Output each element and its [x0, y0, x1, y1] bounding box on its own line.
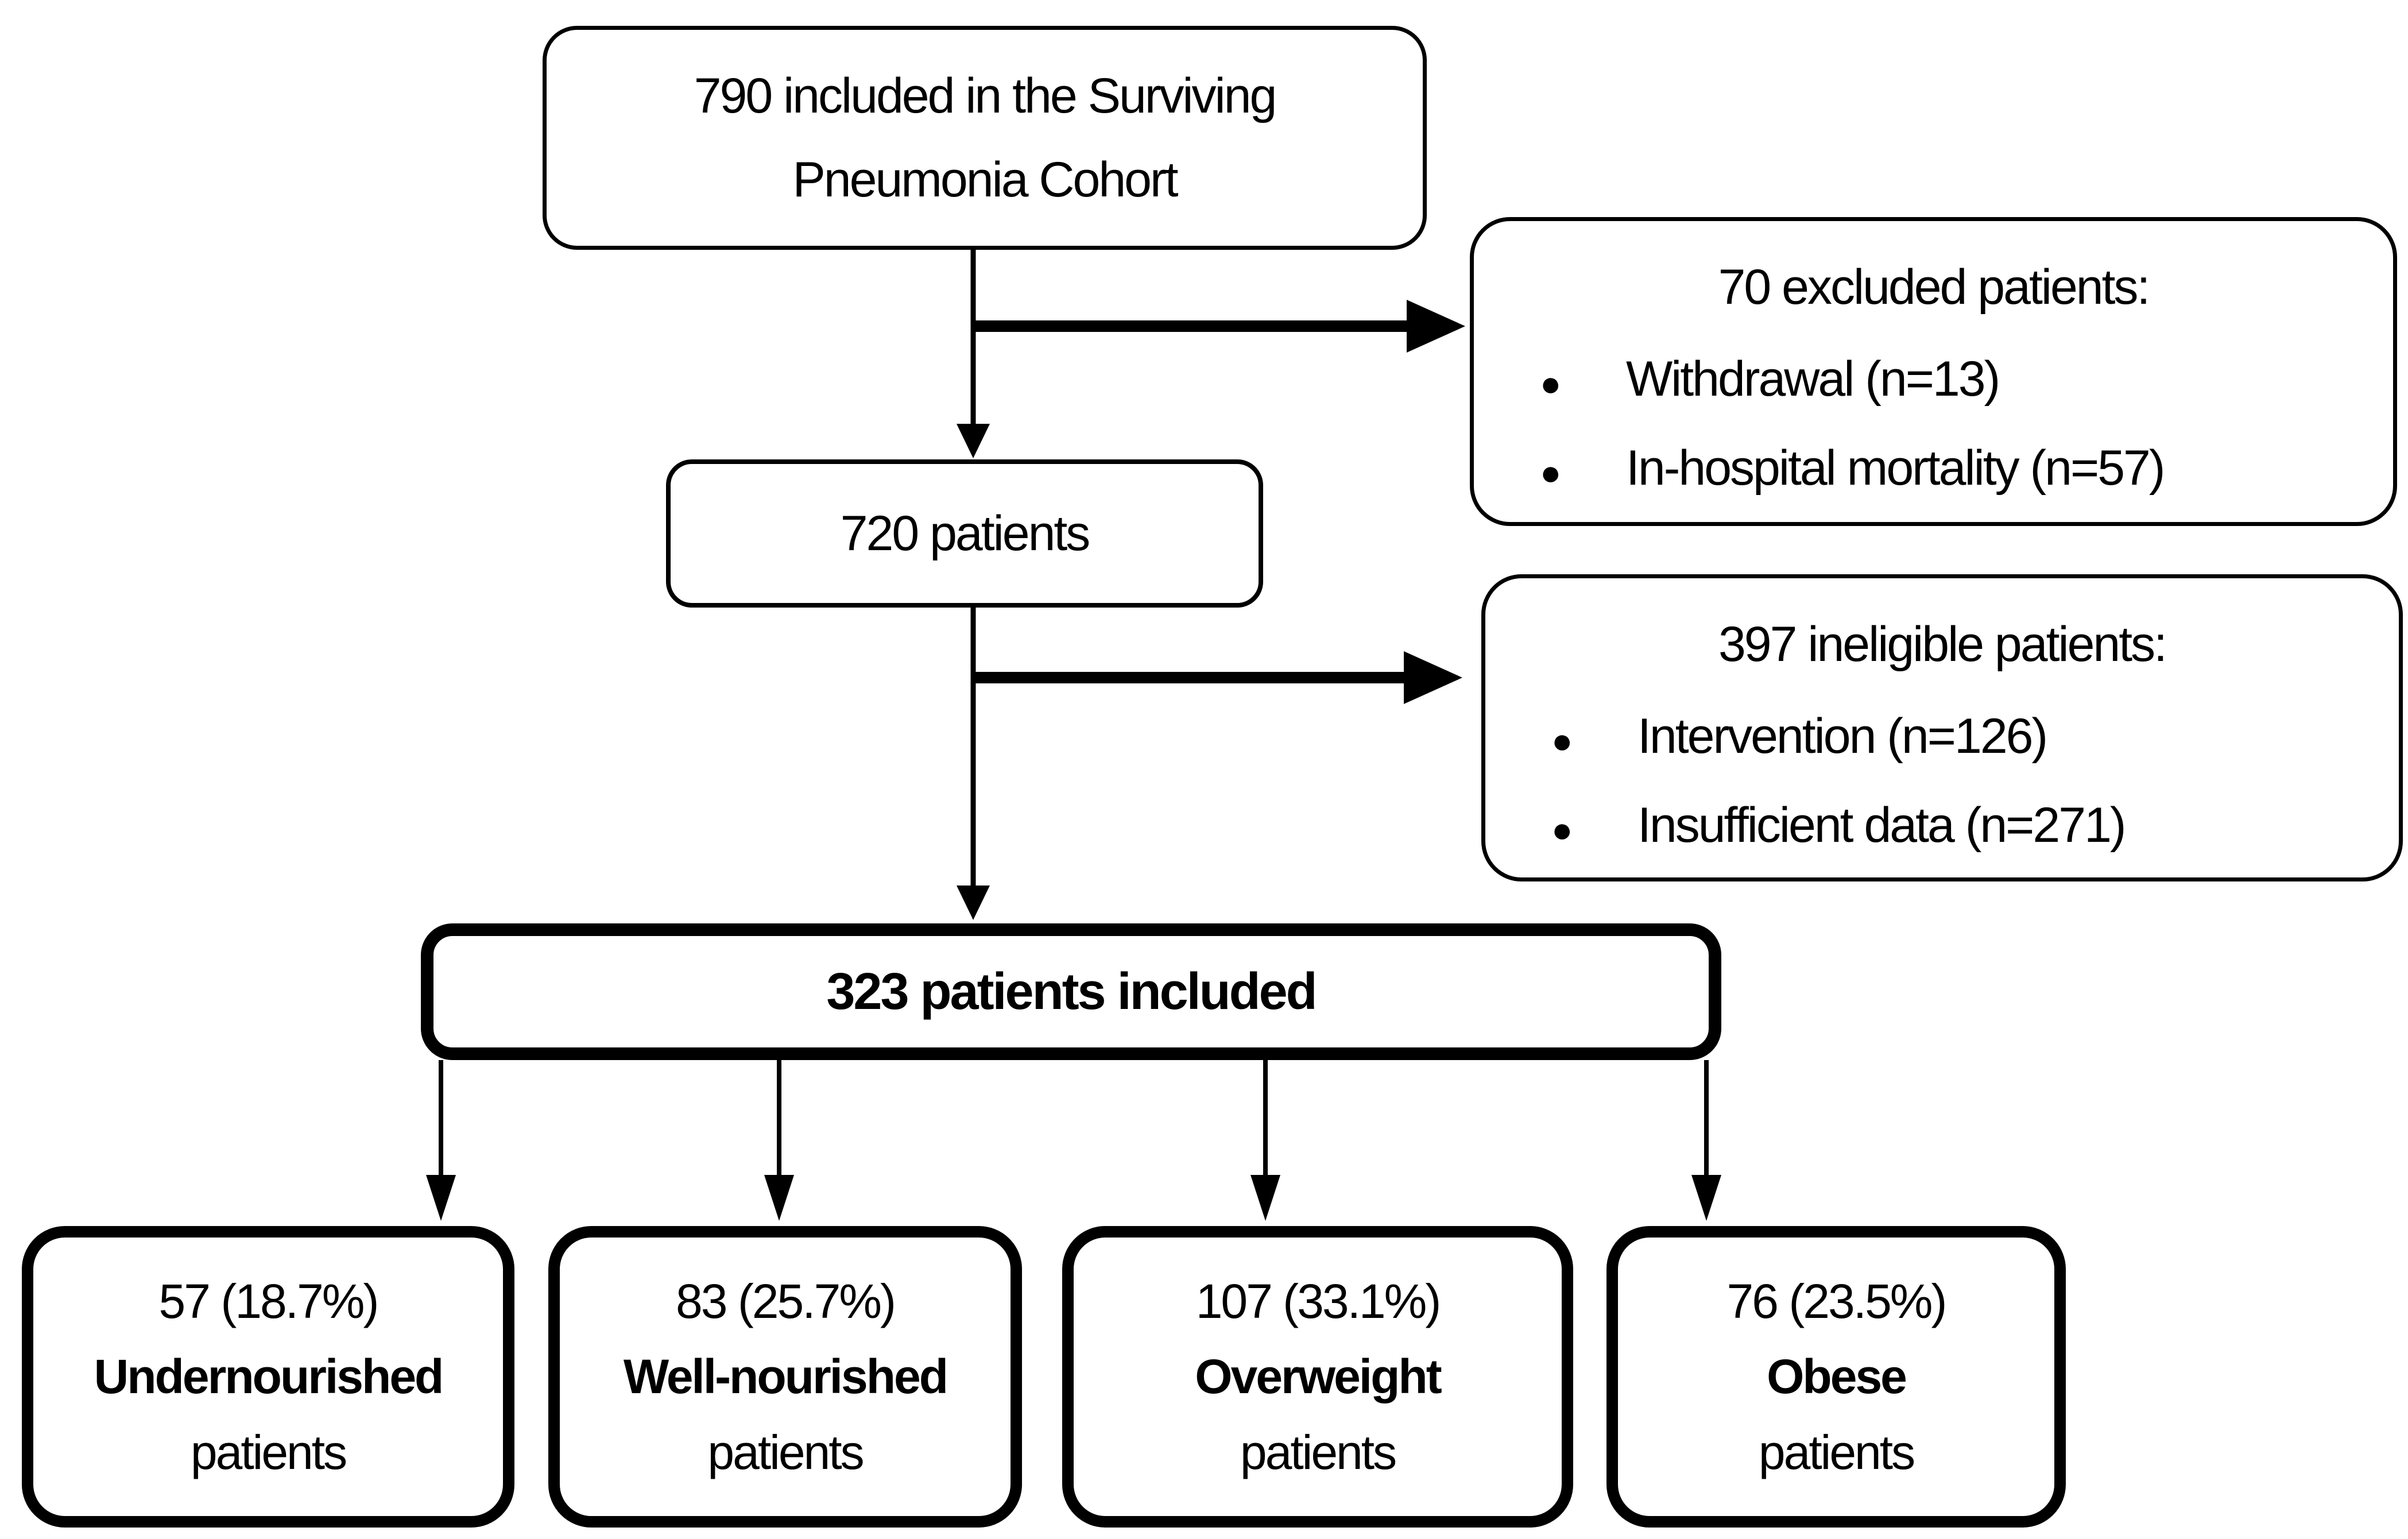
bullet-icon: ● — [1551, 721, 1573, 761]
list-item: ● Withdrawal (n=13) — [1497, 349, 2370, 411]
list-item: ● In-hospital mortality (n=57) — [1497, 438, 2370, 500]
box-outcome-undernourished: 57 (18.7%) Undernourished patients — [22, 1226, 514, 1528]
bullet-icon: ● — [1540, 453, 1561, 493]
box-cohort-790: 790 included in the Surviving Pneumonia … — [543, 26, 1427, 250]
outcome-suffix: patients — [707, 1425, 864, 1479]
arrow-to-excluded-head — [1407, 300, 1465, 353]
outcome-count: 76 (23.5%) — [1726, 1274, 1948, 1328]
arrow-to-undernourished-head — [426, 1175, 456, 1221]
arrow-to-ineligible-head — [1404, 651, 1462, 704]
cohort-line-1: 790 included in the Surviving — [694, 68, 1277, 123]
cohort-line-2: Pneumonia Cohort — [792, 152, 1178, 207]
excluded-title: 70 excluded patients: — [1718, 260, 2151, 315]
box-eligible-720: 720 patients — [666, 459, 1263, 608]
outcome-group: Well-nourished — [623, 1349, 949, 1404]
outcome-suffix: patients — [1240, 1425, 1397, 1479]
outcome-suffix: patients — [190, 1425, 347, 1479]
outcome-count: 83 (25.7%) — [676, 1274, 896, 1328]
box-excluded-70: 70 excluded patients: ● Withdrawal (n=13… — [1470, 217, 2397, 526]
outcome-count: 107 (33.1%) — [1195, 1274, 1442, 1328]
arrow-to-well-nourished-head — [764, 1175, 794, 1221]
box-outcome-well-nourished: 83 (25.7%) Well-nourished patients — [548, 1226, 1022, 1528]
list-item: ● Intervention (n=126) — [1508, 706, 2376, 768]
arrow-to-obese-head — [1691, 1175, 1721, 1221]
ineligible-item-intervention: Intervention (n=126) — [1637, 708, 2048, 764]
arrow-to-overweight-head — [1251, 1175, 1280, 1221]
outcome-count: 57 (18.7%) — [158, 1274, 380, 1328]
excluded-item-mortality: In-hospital mortality (n=57) — [1626, 440, 2165, 496]
bullet-icon: ● — [1551, 810, 1573, 850]
bullet-icon: ● — [1540, 364, 1561, 404]
ineligible-title: 397 ineligible patients: — [1718, 617, 2167, 672]
box-included-323: 323 patients included — [421, 923, 1721, 1060]
outcome-group: Obese — [1767, 1349, 1907, 1404]
included-label: 323 patients included — [826, 962, 1317, 1020]
excluded-list: ● Withdrawal (n=13) ● In-hospital mortal… — [1497, 349, 2370, 500]
box-outcome-overweight: 107 (33.1%) Overweight patients — [1062, 1226, 1573, 1528]
box-outcome-obese: 76 (23.5%) Obese patients — [1606, 1226, 2066, 1528]
excluded-item-withdrawal: Withdrawal (n=13) — [1626, 351, 2000, 407]
ineligible-item-insufficient-data: Insufficient data (n=271) — [1637, 798, 2127, 853]
outcome-group: Overweight — [1195, 1349, 1442, 1404]
outcome-group: Undernourished — [94, 1349, 444, 1404]
ineligible-list: ● Intervention (n=126) ● Insufficient da… — [1508, 706, 2376, 857]
arrow-cohort-to-eligible-head — [957, 424, 990, 458]
outcome-suffix: patients — [1758, 1425, 1915, 1479]
eligible-label: 720 patients — [840, 505, 1091, 561]
list-item: ● Insufficient data (n=271) — [1508, 795, 2376, 857]
box-ineligible-397: 397 ineligible patients: ● Intervention … — [1481, 574, 2403, 881]
arrow-eligible-to-included-head — [957, 885, 990, 920]
